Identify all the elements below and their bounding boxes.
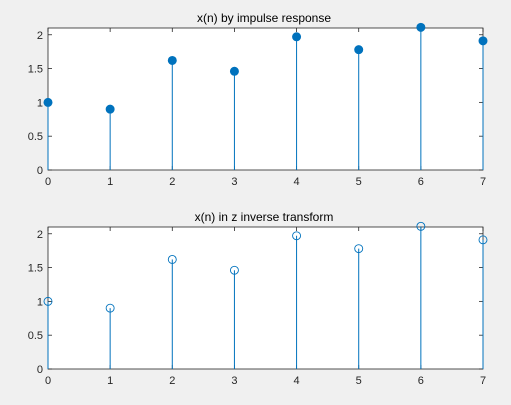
top-x-tick-label: 1 <box>107 176 113 188</box>
top-stem-marker <box>105 104 115 114</box>
top-stem-marker <box>416 22 426 32</box>
top-y-tick-label: 0.5 <box>28 131 43 143</box>
top-stem-marker <box>478 36 488 46</box>
top-axes-title: x(n) by impulse response <box>197 11 331 25</box>
bottom-stem-marker <box>167 255 177 264</box>
top-y-tick-label: 2 <box>37 30 43 42</box>
bottom-y-tick-label: 0 <box>37 364 43 376</box>
top-y-tick-label: 0 <box>37 165 43 177</box>
bottom-x-tick-label: 6 <box>418 375 424 387</box>
bottom-x-tick-label: 2 <box>169 375 175 387</box>
top-stem-marker <box>43 97 53 107</box>
top-y-tick-label: 1.5 <box>28 64 43 76</box>
bottom-x-tick-label: 7 <box>480 375 486 387</box>
top-x-tick-label: 5 <box>356 176 362 188</box>
bottom-y-tick-label: 1 <box>37 296 43 308</box>
top-x-tick-label: 3 <box>231 176 237 188</box>
bottom-x-tick-label: 0 <box>45 375 51 387</box>
bottom-x-tick-label: 3 <box>231 375 237 387</box>
bottom-plot-area <box>47 226 484 370</box>
top-x-tick-label: 7 <box>480 176 486 188</box>
top-y-tick-label: 1 <box>37 97 43 109</box>
bottom-axes-title: x(n) in z inverse transform <box>195 210 334 224</box>
bottom-y-tick-label: 1.5 <box>28 263 43 275</box>
bottom-x-tick-label: 5 <box>356 375 362 387</box>
top-stem-marker <box>354 45 364 55</box>
bottom-stem-marker <box>292 231 302 241</box>
top-x-tick-label: 6 <box>418 176 424 188</box>
top-stem-marker <box>229 66 239 76</box>
bottom-x-tick-label: 4 <box>294 375 300 387</box>
top-plot-area <box>47 27 484 171</box>
bottom-stem-marker <box>229 265 239 275</box>
bottom-stem-marker <box>478 235 488 245</box>
top-x-tick-label: 2 <box>169 176 175 188</box>
bottom-axes: 0 1 2 3 4 5 6 7 0 0.5 1 1.5 2 x(n) in z inverse trans… <box>28 210 488 387</box>
bottom-x-tick-label: 1 <box>107 375 113 387</box>
top-x-tick-label: 4 <box>294 176 300 188</box>
top-x-tick-label: 0 <box>45 176 51 188</box>
top-stem-marker <box>167 55 177 65</box>
bottom-stem-marker <box>416 221 426 231</box>
bottom-stem-marker <box>105 303 115 313</box>
bottom-y-tick-label: 2 <box>37 229 43 241</box>
bottom-stem-marker <box>354 244 364 254</box>
bottom-stem-marker <box>43 296 53 306</box>
top-axes: 0 1 2 3 4 5 6 7 0 0.5 1 1.5 2 x(n) by impulse respons… <box>28 11 488 188</box>
top-stem-marker <box>292 32 302 42</box>
bottom-y-tick-label: 0.5 <box>28 330 43 342</box>
